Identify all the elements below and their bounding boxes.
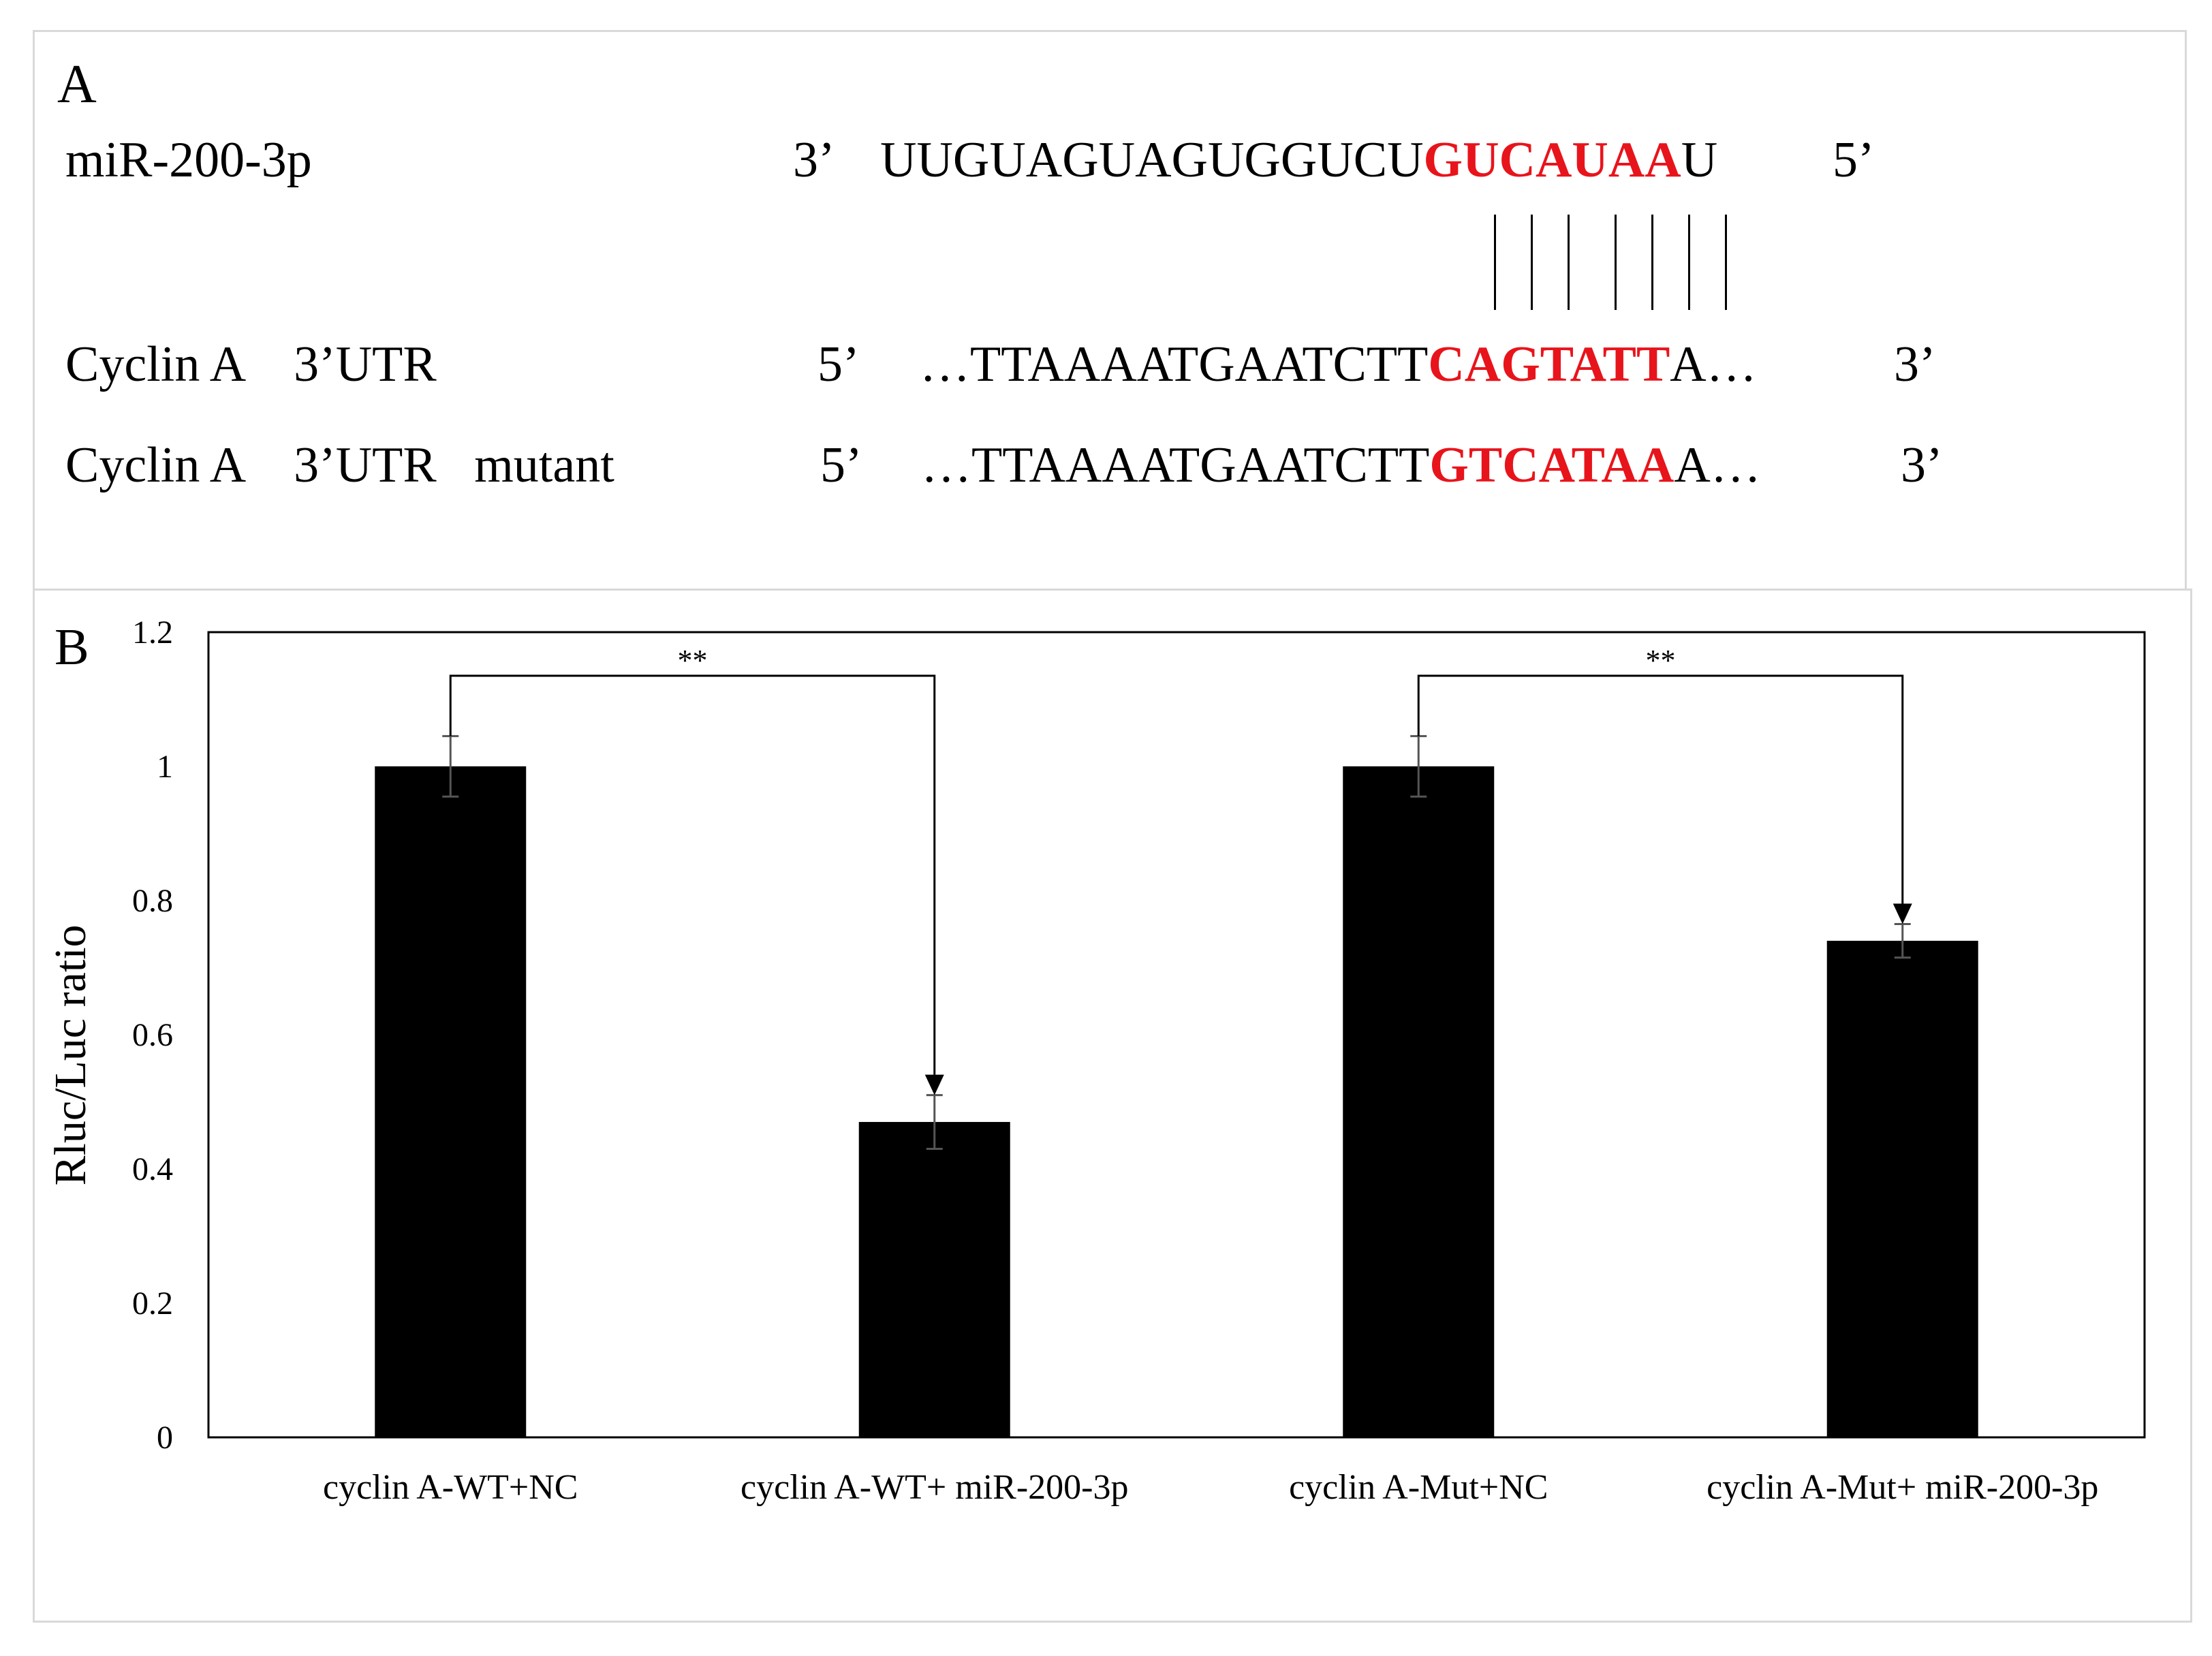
y-tick-label: 0.8 bbox=[132, 883, 173, 919]
utr-mut-seed: GTCATAA bbox=[1429, 437, 1674, 493]
utr-wt-name: Cyclin A 3’UTR bbox=[65, 337, 437, 392]
y-tick-label: 1 bbox=[157, 749, 173, 785]
pairing-line bbox=[1725, 215, 1727, 310]
bar bbox=[1343, 766, 1495, 1437]
x-tick-label: cyclin A-Mut+ miR-200-3p bbox=[1707, 1468, 2098, 1507]
y-tick-label: 0.6 bbox=[132, 1017, 173, 1053]
y-tick-label: 0 bbox=[157, 1420, 173, 1456]
utr-mut-end-left: 5’ bbox=[820, 437, 862, 493]
utr-mut-seq-pre: …TTAAAATGAATCTT bbox=[921, 437, 1430, 493]
pairing-line bbox=[1615, 215, 1617, 310]
utr-wt-end-left: 5’ bbox=[817, 337, 860, 392]
pairing-line bbox=[1651, 215, 1653, 310]
utr-wt-end-right: 3’ bbox=[1894, 337, 1936, 392]
y-tick-label: 0.2 bbox=[132, 1285, 173, 1322]
significance-label: ** bbox=[1646, 644, 1676, 677]
plot-frame bbox=[207, 631, 2146, 1439]
utr-mut-name: Cyclin A 3’UTR mutant bbox=[65, 437, 614, 493]
x-tick-label: cyclin A-WT+ miR-200-3p bbox=[741, 1468, 1128, 1507]
utr-mut-sequence: …TTAAAATGAATCTTGTCATAAA… bbox=[921, 440, 1761, 490]
pairing-line bbox=[1688, 215, 1690, 310]
mirna-end-left: 3’ bbox=[793, 132, 835, 188]
utr-wt-seq-pre: …TTAAAATGAATCTT bbox=[920, 337, 1429, 392]
panel-a bbox=[33, 30, 2187, 593]
x-tick-label: cyclin A-Mut+NC bbox=[1289, 1468, 1548, 1507]
x-tick-label: cyclin A-WT+NC bbox=[323, 1468, 578, 1507]
pairing-line bbox=[1531, 215, 1533, 310]
significance-bracket bbox=[449, 674, 936, 1075]
mirna-sequence: UUGUAGUAGUGGUCUGUCAUAAU bbox=[880, 135, 1717, 185]
utr-wt-seed: CAGTATT bbox=[1428, 337, 1670, 392]
utr-mut-end-right: 3’ bbox=[1901, 437, 1943, 493]
utr-wt-seq-post: A… bbox=[1670, 337, 1757, 392]
bar bbox=[1826, 941, 1978, 1437]
mirna-name: miR-200-3p bbox=[65, 132, 312, 188]
utr-wt-sequence: …TTAAAATGAATCTTCAGTATTA… bbox=[920, 339, 1757, 390]
y-axis-label: Rluc/Luc ratio bbox=[46, 924, 95, 1185]
mirna-seq-post: U bbox=[1681, 132, 1718, 188]
panel-b-label: B bbox=[54, 619, 89, 676]
mirna-end-right: 5’ bbox=[1833, 132, 1875, 188]
bar bbox=[375, 766, 527, 1437]
panel-a-label: A bbox=[57, 54, 97, 114]
arrow-head-icon bbox=[924, 1074, 944, 1095]
utr-mut-seq-post: A… bbox=[1674, 437, 1761, 493]
pairing-line bbox=[1568, 215, 1570, 310]
significance-label: ** bbox=[678, 644, 708, 677]
bar bbox=[858, 1122, 1010, 1437]
mirna-seq-pre: UUGUAGUAGUGGUCU bbox=[880, 132, 1424, 188]
y-tick-label: 0.4 bbox=[132, 1151, 173, 1187]
y-tick-label: 1.2 bbox=[132, 614, 173, 651]
arrow-head-icon bbox=[1892, 903, 1912, 924]
mirna-seed: GUCAUAA bbox=[1423, 132, 1681, 188]
significance-bracket bbox=[1417, 674, 1904, 904]
pairing-line bbox=[1494, 215, 1496, 310]
